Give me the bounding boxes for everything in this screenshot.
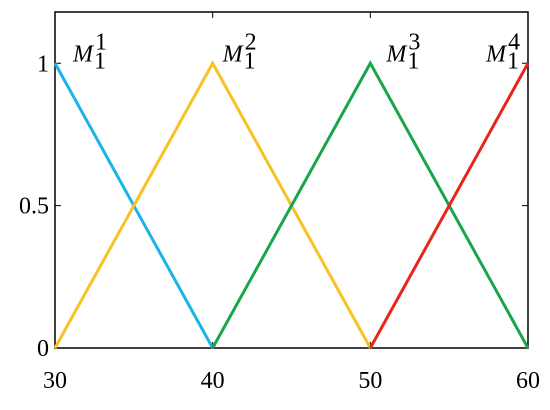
series-line — [369, 62, 530, 349]
series-label: M 13 — [385, 29, 420, 74]
label-base: M — [222, 41, 245, 67]
series-line — [211, 60, 530, 349]
label-sup: 3 — [408, 29, 420, 55]
x-tick-label: 30 — [43, 368, 67, 394]
label-sub: 1 — [507, 48, 519, 74]
label-sub: 1 — [244, 48, 256, 74]
series-line — [53, 60, 372, 349]
series-label: M 14 — [485, 29, 520, 74]
series-label: M 12 — [222, 29, 257, 74]
x-tick-label: 50 — [358, 368, 382, 394]
label-sup: 1 — [95, 29, 107, 55]
x-tick-label: 40 — [201, 368, 225, 394]
y-tick-label: 0 — [37, 336, 49, 362]
plot-frame — [54, 11, 529, 349]
label-base: M — [385, 41, 408, 67]
label-sub: 1 — [407, 48, 419, 74]
x-tick-label: 60 — [516, 368, 540, 394]
label-sup: 4 — [508, 29, 520, 55]
y-tick-label: 1 — [37, 51, 49, 77]
series-label: M 11 — [72, 29, 107, 74]
y-tick-label: 0.5 — [19, 194, 49, 220]
label-base: M — [72, 41, 95, 67]
label-sub: 1 — [94, 48, 106, 74]
label-base: M — [485, 41, 508, 67]
label-sup: 2 — [245, 29, 257, 55]
